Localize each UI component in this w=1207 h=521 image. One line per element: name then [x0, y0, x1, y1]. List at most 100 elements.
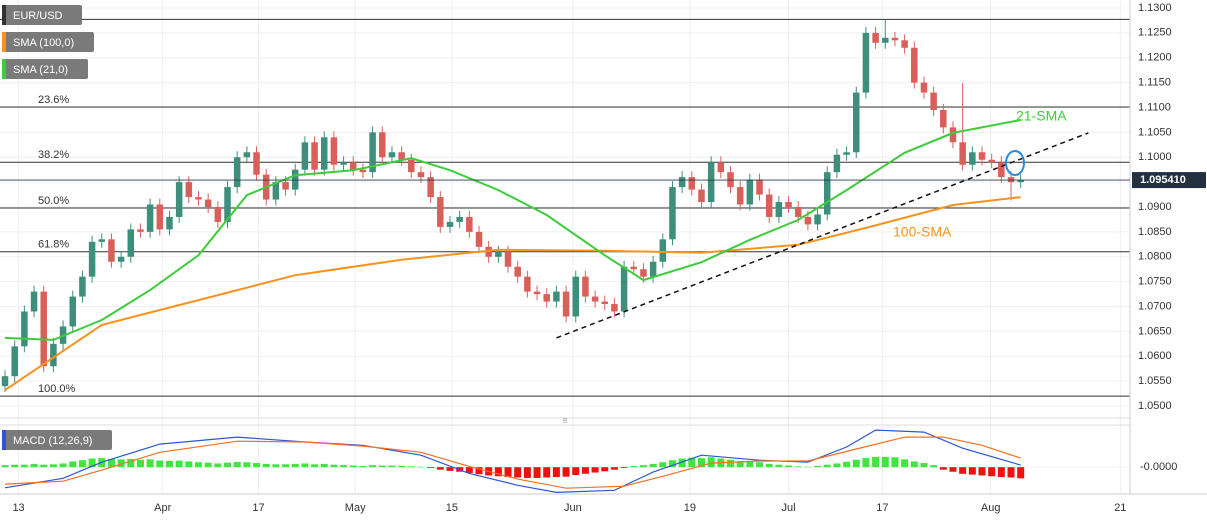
candle-body — [640, 269, 647, 277]
candle-body — [524, 276, 531, 292]
macd-histogram-bar — [910, 461, 918, 468]
legend-box[interactable] — [2, 5, 82, 25]
macd-histogram-bar — [165, 461, 173, 468]
macd-histogram-bar — [678, 458, 686, 468]
candle-body — [243, 152, 251, 158]
macd-histogram-bar — [872, 456, 880, 468]
candle-body — [727, 172, 734, 188]
legend-box[interactable] — [2, 59, 88, 79]
candle-body — [11, 346, 18, 377]
candle-body — [204, 199, 212, 208]
y-tick-label: 1.0600 — [1138, 350, 1172, 362]
macd-histogram-bar — [843, 461, 851, 468]
macd-histogram-bar — [610, 467, 618, 470]
macd-histogram-bar — [88, 458, 96, 468]
macd-histogram-bar — [446, 467, 454, 471]
candle-body — [50, 343, 57, 367]
candle-body — [794, 207, 802, 217]
macd-histogram-bar — [301, 463, 309, 468]
macd-histogram-bar — [369, 465, 377, 468]
candle-body — [320, 137, 328, 170]
candle-body — [804, 216, 812, 225]
macd-histogram-bar — [930, 465, 938, 468]
candle-body — [514, 266, 521, 277]
macd-histogram-bar — [949, 467, 957, 472]
macd-histogram-bar — [107, 458, 115, 468]
macd-histogram-bar — [514, 467, 522, 478]
legend-box[interactable] — [2, 430, 112, 450]
macd-histogram-bar — [262, 463, 270, 468]
candle-body — [746, 179, 754, 205]
candle-body — [659, 239, 667, 262]
last-price-label: 1.095410 — [1140, 174, 1186, 186]
last-price-box — [1132, 172, 1206, 189]
candle-body — [959, 142, 966, 165]
macd-histogram-bar — [668, 460, 676, 468]
sma-line — [4, 196, 1021, 391]
candle-body — [736, 187, 744, 205]
macd-histogram-bar — [620, 467, 628, 469]
macd-histogram-bar — [78, 460, 86, 468]
y-tick-label: 1.0700 — [1138, 300, 1172, 312]
y-tick-label: 1.0750 — [1138, 276, 1172, 288]
candle-body — [137, 229, 144, 232]
candle-body — [872, 32, 879, 43]
candle-body — [398, 152, 405, 160]
macd-histogram-bar — [311, 464, 319, 468]
macd-histogram-bar — [833, 463, 841, 468]
y-tick-label: 1.0550 — [1138, 375, 1172, 387]
candle-body — [911, 47, 918, 83]
candle-body — [214, 207, 222, 222]
macd-histogram-bar — [378, 465, 386, 468]
candle-body — [427, 177, 434, 198]
candle-body — [940, 109, 947, 128]
candle-body — [30, 291, 38, 312]
candle-body — [253, 152, 260, 175]
fib-label: 100.0% — [38, 383, 76, 395]
macd-histogram-bar — [552, 467, 560, 478]
macd-histogram-bar — [398, 465, 406, 468]
macd-label: MACD (12,26,9) — [13, 435, 92, 447]
legend-swatch — [2, 32, 6, 52]
macd-histogram-bar — [997, 467, 1005, 478]
candle-body — [717, 162, 725, 173]
resize-handle[interactable]: ≡ — [562, 415, 567, 425]
candle-body — [630, 266, 638, 270]
macd-histogram-bar — [49, 464, 57, 468]
macd-histogram-bar — [746, 461, 754, 468]
macd-histogram-bar — [1007, 467, 1015, 478]
candle-body — [185, 182, 193, 198]
candle-body — [853, 92, 860, 153]
macd-histogram-bar — [901, 459, 909, 468]
candle-body — [417, 172, 425, 178]
candle-body — [562, 291, 570, 317]
macd-histogram-bar — [436, 467, 444, 470]
macd-histogram-bar — [349, 465, 357, 468]
macd-histogram-bar — [562, 467, 570, 477]
macd-histogram-bar — [978, 467, 986, 476]
legend-swatch — [2, 59, 6, 79]
candle-body — [359, 169, 367, 173]
sma-line — [4, 118, 1021, 341]
candle-body — [949, 127, 957, 143]
macd-histogram-bar — [417, 466, 425, 468]
legend-box[interactable] — [2, 32, 94, 52]
fib-label: 23.6% — [38, 94, 69, 106]
y-tick-label: 1.1250 — [1138, 27, 1172, 39]
candle-body — [311, 142, 318, 170]
x-tick-label: Jun — [564, 502, 582, 514]
macd-histogram-bar — [804, 466, 812, 468]
macd-histogram-bar — [320, 463, 328, 468]
x-tick-label: May — [345, 502, 366, 514]
candle-body — [1, 376, 9, 387]
macd-histogram-bar — [572, 467, 580, 476]
macd-histogram-bar — [581, 467, 589, 474]
candle-body — [533, 291, 541, 295]
x-tick-label: Apr — [154, 502, 171, 514]
candle-body — [775, 202, 783, 217]
candle-body — [504, 251, 512, 267]
candle-body — [930, 92, 937, 110]
macd-histogram-bar — [30, 463, 38, 468]
sma-annotation: 21-SMA — [1016, 108, 1067, 124]
macd-histogram-bar — [156, 460, 164, 468]
